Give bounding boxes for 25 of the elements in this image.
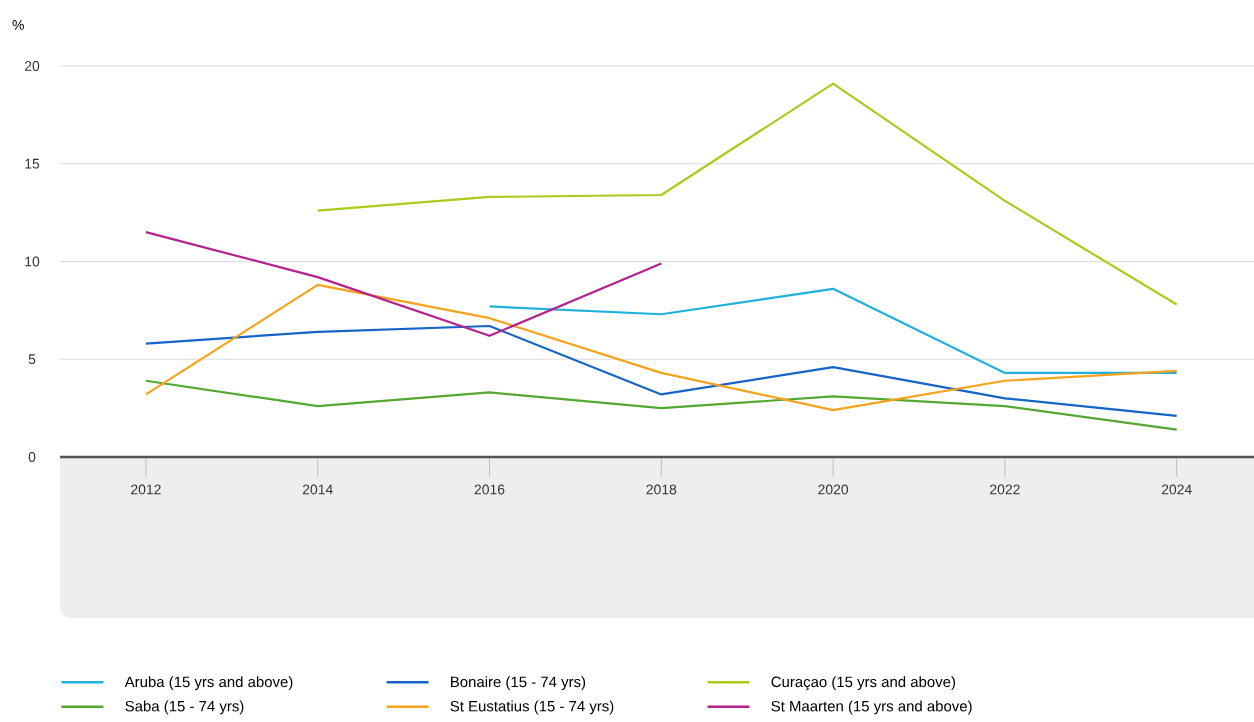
x-tick-label: 2024 (1161, 484, 1192, 495)
legend-label: Saba (15 - 74 yrs) (125, 700, 244, 715)
line-series (488, 287, 1178, 375)
line-series (144, 324, 1178, 418)
x-tick-label: 2014 (302, 484, 333, 495)
legend-label: Curaçao (15 yrs and above) (771, 676, 956, 691)
x-tick-label: 2016 (474, 484, 505, 495)
x-tick-label: 2020 (818, 484, 849, 495)
y-axis-title: % (12, 20, 24, 30)
x-tick-label: 2012 (131, 484, 161, 495)
x-tick-label: 2022 (990, 484, 1020, 495)
y-tick-label: 5 (28, 354, 36, 365)
legend-label: Aruba (15 yrs and above) (124, 676, 293, 691)
line-series (144, 231, 663, 337)
legend-label: St Maarten (15 yrs and above) (771, 700, 972, 715)
y-tick-label: 0 (28, 452, 36, 462)
legend-label: Bonaire (15 - 74 yrs) (451, 676, 586, 691)
x-tick-label: 2018 (646, 484, 677, 495)
y-tick-label: 15 (25, 158, 40, 169)
legend-label: St Eustatius (15 - 74 yrs) (450, 700, 614, 715)
line-series (316, 82, 1178, 306)
y-tick-label: 20 (24, 61, 40, 71)
line-series (144, 379, 1178, 431)
y-tick-label: 10 (25, 256, 40, 267)
line-series (144, 283, 1178, 412)
